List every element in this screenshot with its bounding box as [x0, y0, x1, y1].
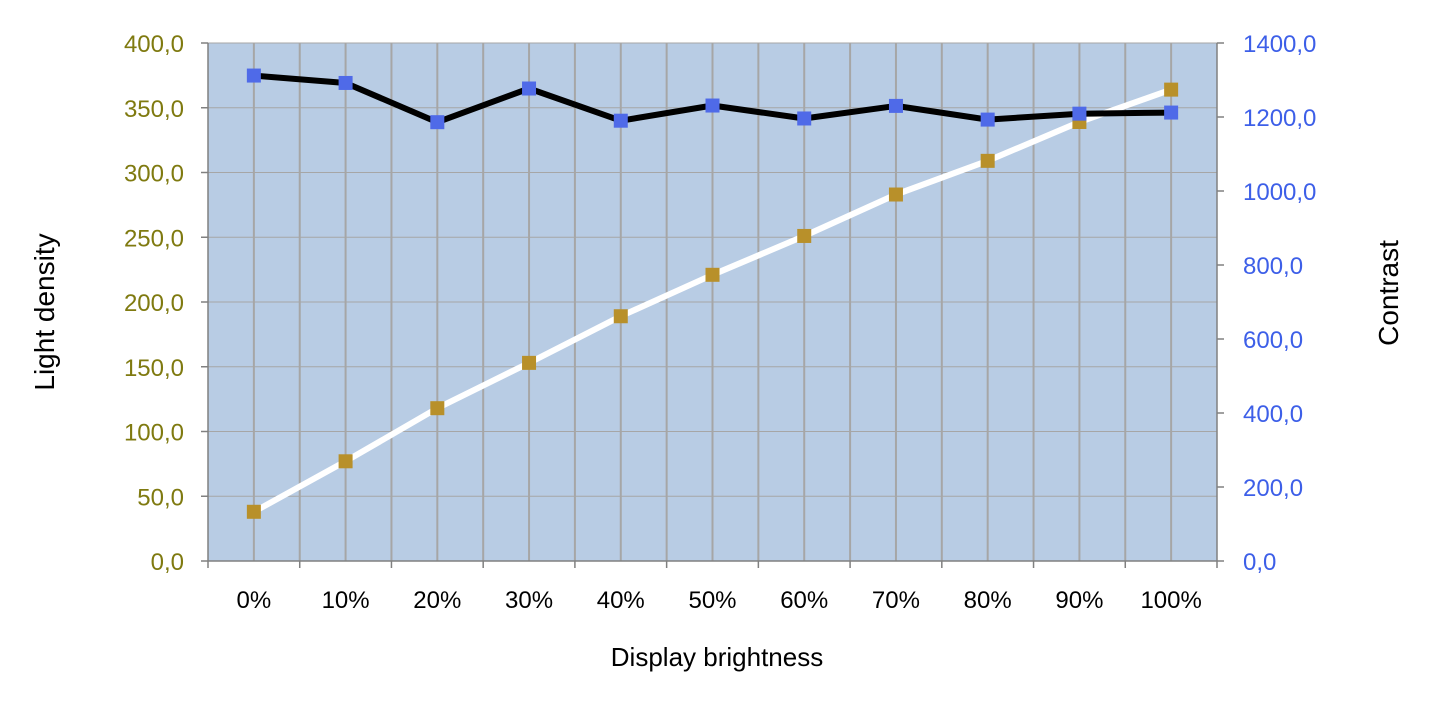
series-1-point — [888, 187, 903, 202]
right-tick-label: 1000,0 — [1243, 179, 1316, 206]
right-tick-label: 400,0 — [1243, 401, 1303, 428]
left-axis-title: Light density — [29, 233, 60, 390]
x-tick-label: 60% — [780, 587, 828, 614]
x-tick-label: 50% — [688, 587, 736, 614]
series-2-point — [430, 115, 445, 130]
series-1-point — [430, 401, 445, 416]
series-2-point — [797, 111, 812, 126]
right-tick-label: 800,0 — [1243, 253, 1303, 280]
series-2-point — [888, 98, 903, 113]
series-2-point — [246, 68, 261, 83]
right-tick-label: 1400,0 — [1243, 31, 1316, 58]
x-axis-tick-labels: 0% 10% 20% 30% 40% 50% 60% 70% 80% 90% 100% — [237, 587, 1202, 614]
x-axis-title: Display brightness — [611, 642, 823, 672]
series-2 — [246, 68, 1179, 130]
left-tick-label: 250,0 — [124, 225, 184, 252]
x-tick-label: 40% — [597, 587, 645, 614]
series-2-point — [705, 98, 720, 113]
series-1-point — [1164, 82, 1179, 97]
series-group — [246, 68, 1179, 519]
x-tick-label: 20% — [413, 587, 461, 614]
series-1-point — [980, 153, 995, 168]
series-1-point — [522, 355, 537, 370]
series-1-point — [705, 267, 720, 282]
left-tick-label: 400,0 — [124, 31, 184, 58]
series-2-point — [980, 112, 995, 127]
right-tick-label: 1200,0 — [1243, 105, 1316, 132]
right-axis-tick-labels: 0,0 200,0 400,0 600,0 800,0 1000,0 1200,0 1400,… — [1243, 31, 1316, 576]
x-tick-label: 10% — [322, 587, 370, 614]
series-2-point — [613, 113, 628, 128]
x-tick-label: 70% — [872, 587, 920, 614]
x-tick-label: 100% — [1140, 587, 1201, 614]
right-tick-label: 200,0 — [1243, 475, 1303, 502]
left-tick-label: 350,0 — [124, 96, 184, 123]
right-axis-title: Contrast — [1373, 240, 1404, 346]
series-1 — [246, 82, 1179, 519]
left-tick-label: 300,0 — [124, 161, 184, 188]
x-tick-label: 0% — [237, 587, 272, 614]
right-tick-label: 0,0 — [1243, 549, 1276, 576]
left-tick-label: 0,0 — [151, 549, 184, 576]
x-tick-label: 30% — [505, 587, 553, 614]
left-tick-label: 50,0 — [137, 484, 184, 511]
left-tick-label: 200,0 — [124, 290, 184, 317]
x-tick-label: 80% — [964, 587, 1012, 614]
series-2-point — [338, 75, 353, 90]
series-2-point — [1164, 105, 1179, 120]
right-tick-label: 600,0 — [1243, 327, 1303, 354]
series-2-point — [522, 81, 537, 96]
series-1-point — [797, 228, 812, 243]
series-2-point — [1072, 106, 1087, 121]
left-tick-label: 150,0 — [124, 355, 184, 382]
left-tick-label: 100,0 — [124, 420, 184, 447]
tick-marks — [201, 42, 1224, 568]
left-axis-tick-labels: 0,0 50,0 100,0 150,0 200,0 250,0 300,0 350,0 400… — [124, 31, 184, 576]
series-1-point — [338, 454, 353, 469]
series-1-point — [246, 504, 261, 519]
series-1-point — [613, 309, 628, 324]
x-tick-label: 90% — [1055, 587, 1103, 614]
